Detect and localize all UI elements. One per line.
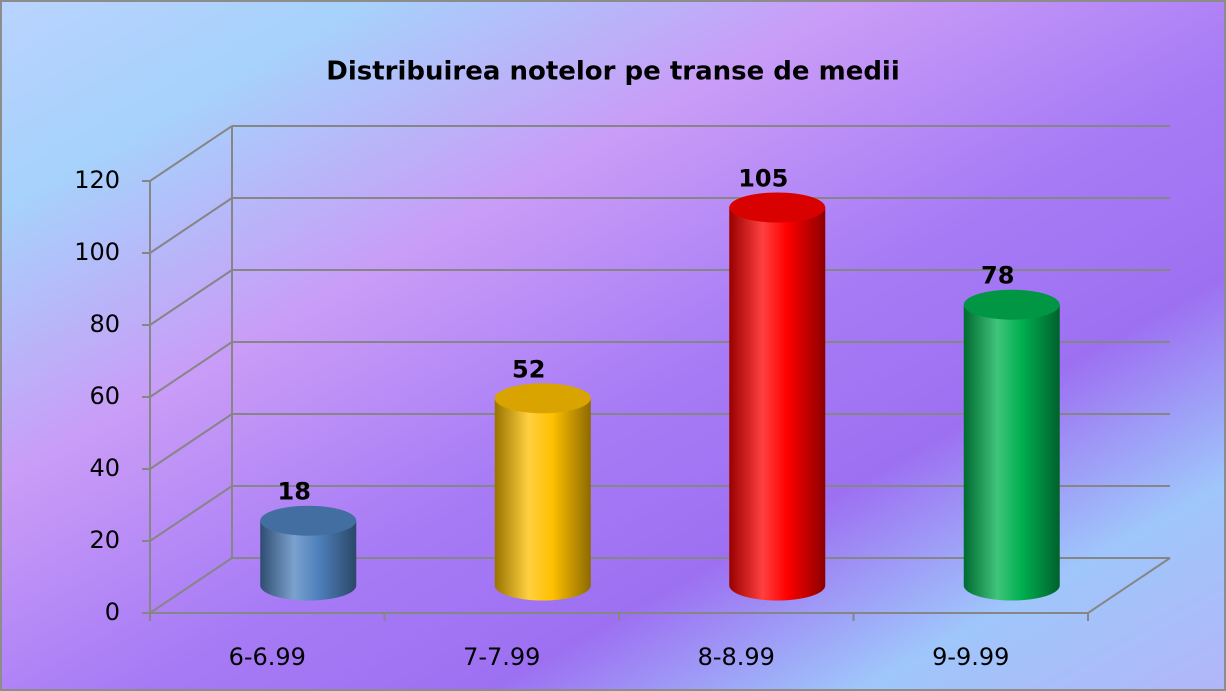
x-tick-label: 7-7.99 <box>463 643 540 671</box>
y-tick-label: 40 <box>89 454 120 482</box>
grid-side <box>149 197 233 254</box>
data-label: 78 <box>981 262 1014 290</box>
y-tick-label: 20 <box>89 526 120 554</box>
x-tick-label: 8-8.99 <box>698 643 775 671</box>
y-tick-label: 80 <box>89 310 120 338</box>
bar-body <box>494 398 591 601</box>
data-label: 105 <box>738 165 788 193</box>
data-label: 52 <box>512 355 545 383</box>
y-tick-label: 100 <box>74 238 120 266</box>
x-tick-label: 6-6.99 <box>229 643 306 671</box>
x-tick-label: 9-9.99 <box>932 643 1009 671</box>
bar-body <box>260 520 357 601</box>
grid-side <box>149 413 233 470</box>
bar-top <box>729 192 826 223</box>
grid-side <box>149 269 233 326</box>
grid-side <box>149 485 233 542</box>
bar-top <box>260 505 357 536</box>
floor-edge <box>1087 557 1171 614</box>
bar-top <box>963 289 1060 320</box>
y-tick-label: 60 <box>89 382 120 410</box>
data-label: 18 <box>278 478 311 506</box>
y-tick-label: 0 <box>105 598 120 626</box>
chart-title: Distribuirea notelor pe transe de medii <box>326 57 900 87</box>
y-tick-label: 120 <box>74 166 120 194</box>
grid-side <box>149 341 233 398</box>
bar-body <box>729 207 826 601</box>
grid-side <box>149 125 233 182</box>
bar-top <box>494 383 591 414</box>
grid-side <box>149 557 233 614</box>
bar-body <box>963 304 1060 601</box>
